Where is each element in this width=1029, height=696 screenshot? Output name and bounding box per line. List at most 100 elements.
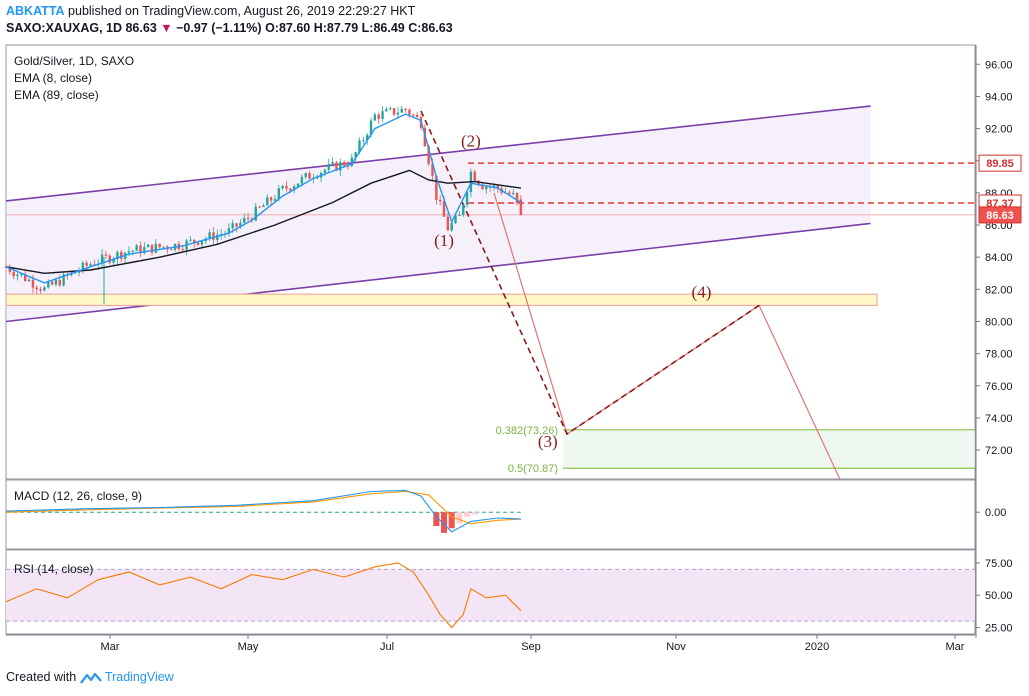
macd-histogram-bar (441, 512, 448, 533)
ohlc-values: O:87.60 H:87.79 L:86.49 C:86.63 (265, 21, 453, 35)
candle-body (127, 251, 131, 253)
candle-body (492, 185, 496, 187)
candle-body (462, 204, 465, 215)
candle-body (346, 165, 350, 167)
candle-body (296, 183, 300, 187)
rsi-tick-label: 25.00 (985, 623, 1013, 635)
candle-body (24, 274, 27, 282)
candle-body (389, 108, 392, 110)
candle-body (216, 234, 219, 241)
candle-body (193, 239, 196, 243)
time-tick-label: 2020 (805, 641, 829, 653)
candle-body (358, 140, 361, 153)
candle-body (8, 266, 12, 272)
candle-body (73, 272, 77, 274)
channel-fill (6, 106, 871, 322)
candle-body (116, 251, 119, 260)
candle-body (27, 279, 31, 282)
price-layer (4, 105, 523, 304)
channel-upper-line (5, 105, 871, 202)
candle-body (81, 262, 85, 272)
created-with-text: Created with (6, 670, 77, 684)
rsi-line (5, 562, 522, 629)
candle-body (254, 206, 257, 221)
symbol-line: SAXO:XAUXAG, 1D 86.63 ▼ −0.97 (−1.11%) O… (6, 21, 453, 35)
candle-body (104, 254, 108, 256)
candle-body (362, 140, 365, 142)
candle-body (77, 271, 81, 273)
macd-histogram-bar (448, 512, 455, 529)
price-label-box (978, 206, 1022, 224)
candle-body (308, 173, 311, 179)
rsi-tick-label: 75.00 (985, 558, 1013, 570)
price-tick-label: 96.00 (985, 59, 1013, 71)
candle-body (408, 109, 411, 115)
candle-body (381, 111, 384, 119)
chart-header: ABKATTA published on TradingView.com, Au… (0, 0, 1029, 42)
last-price: 86.63 (125, 21, 157, 35)
candle-body (508, 192, 511, 195)
macd-tick-label: 0.00 (985, 507, 1006, 519)
time-tick-label: Jul (380, 641, 394, 653)
candle-body (47, 281, 50, 288)
wave-label: (4) (692, 282, 712, 301)
candle-body (335, 162, 338, 171)
candle-body (189, 239, 192, 241)
candle-body (485, 186, 488, 190)
macd-histogram-bar (433, 512, 440, 526)
author-name[interactable]: ABKATTA (6, 4, 65, 18)
candle-body (427, 146, 430, 164)
candle-body (62, 274, 65, 286)
candle-body (316, 177, 319, 179)
candle-body (450, 223, 453, 231)
candle-body (170, 249, 173, 251)
macd-histogram-bar (471, 512, 478, 515)
publish-line: ABKATTA published on TradingView.com, Au… (6, 4, 415, 18)
candle-body (385, 109, 388, 112)
candle-body (277, 188, 281, 200)
candle-body (400, 108, 403, 113)
ema-fast-line (5, 113, 522, 284)
candle-body (39, 289, 42, 291)
candle-body (292, 186, 296, 191)
candle-body (243, 217, 246, 223)
candle-body (150, 244, 154, 253)
candle-body (162, 246, 165, 248)
time-tick-label: Mar (101, 641, 120, 653)
tradingview-brand[interactable]: TradingView (104, 670, 174, 684)
candle-body (473, 171, 476, 181)
candle-body (369, 120, 373, 135)
candle-body (85, 262, 88, 266)
candle-body (35, 287, 38, 290)
candle-body (365, 134, 369, 141)
rsi-layer (5, 562, 975, 629)
candle-body (212, 232, 215, 241)
time-tick-label: Nov (666, 641, 686, 653)
candle-body (200, 241, 204, 245)
macd-histogram-bar (456, 512, 463, 524)
price-tick-label: 76.00 (985, 381, 1013, 393)
macd-layer (5, 489, 521, 533)
candle-body (146, 244, 150, 248)
candle-body (20, 274, 23, 276)
time-tick-label: May (238, 641, 259, 653)
candle-body (208, 232, 211, 239)
macd-histogram-bar (464, 512, 471, 517)
candle-body (143, 247, 146, 254)
candle-body (196, 242, 200, 245)
wave-label: (1) (434, 231, 454, 250)
legend-rsi: RSI (14, close) (14, 562, 93, 576)
candle-body (258, 206, 261, 208)
drawing-layer: 0.382(73.26) 0.5(70.87) (1) (2) (3) (4) (5, 105, 975, 480)
candle-body (454, 215, 457, 224)
candle-body (266, 197, 269, 206)
wave-label: (2) (461, 131, 481, 150)
price-tick-label: 82.00 (985, 284, 1013, 296)
candle-body (404, 108, 407, 110)
legend-ema-slow: EMA (89, close) (14, 88, 99, 102)
candle-body (108, 255, 111, 263)
wave-dashed-path (420, 110, 760, 436)
published-text: published on TradingView.com, August 26,… (68, 4, 416, 18)
symbol-label: SAXO:XAUXAG, 1D (6, 21, 122, 35)
